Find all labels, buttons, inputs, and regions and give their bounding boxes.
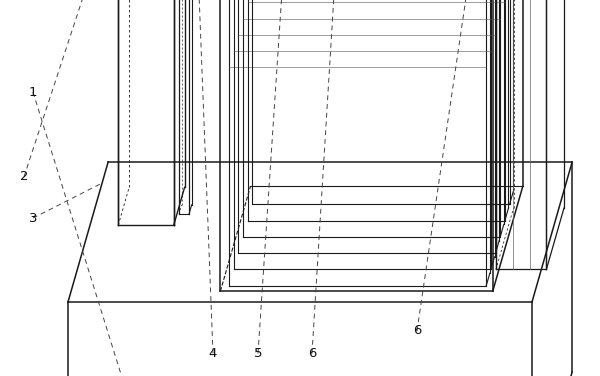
Text: 3: 3: [29, 212, 37, 224]
Text: 5: 5: [254, 347, 262, 360]
Text: 2: 2: [20, 170, 28, 183]
Text: 6: 6: [413, 324, 421, 337]
Text: 1: 1: [29, 86, 37, 99]
Text: 6: 6: [308, 347, 316, 360]
Text: 4: 4: [209, 347, 217, 360]
